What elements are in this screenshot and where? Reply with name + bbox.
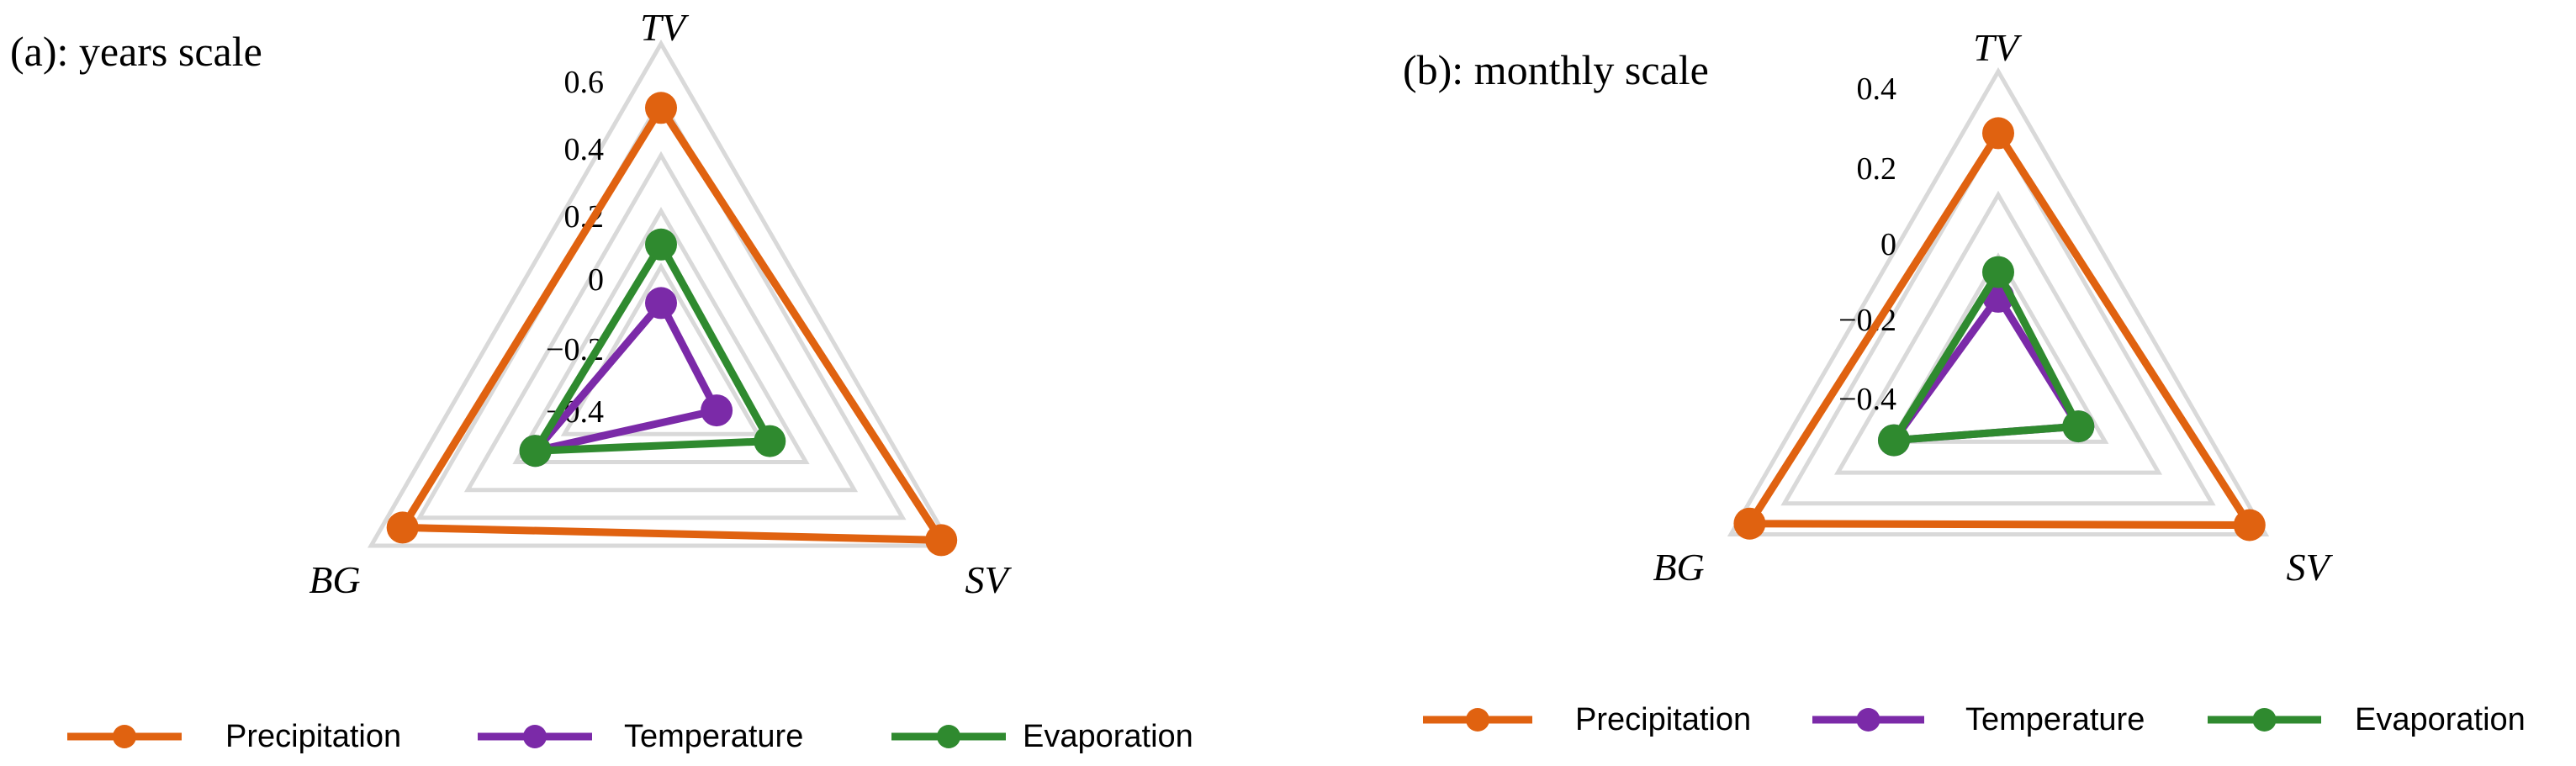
panel-a-years-scale: (a): years scale 0.6 0.4 0.2 0 −0.2 −0.4…: [10, 6, 1012, 601]
legend-b-label-precipitation: Precipitation: [1575, 702, 1751, 737]
panel-b-tick: 0.4: [1857, 71, 1897, 107]
panel-a-point-temperature-tv: [645, 287, 677, 320]
panel-a-tick: 0: [588, 262, 604, 298]
panel-b-grid-ring: [1727, 66, 2270, 536]
panel-a-point-evaporation-sv: [754, 425, 786, 457]
legend-panel-a: Precipitation Temperature Evaporation: [67, 719, 1193, 754]
legend-a-label-temperature: Temperature: [624, 719, 803, 754]
panel-b-axis-label-sv: SV: [2286, 546, 2333, 589]
panel-a-series-line-temperature: [532, 298, 721, 455]
panel-a-point-evaporation-tv: [645, 228, 677, 261]
panel-a-axis-label-bg: BG: [309, 558, 360, 601]
legend-b-label-evaporation: Evaporation: [2355, 702, 2526, 737]
panel-b-point-precipitation-sv: [2233, 509, 2266, 541]
panel-b-grid-ring: [1780, 129, 2216, 506]
panel-b-point-precipitation-bg: [1733, 507, 1766, 540]
panel-a-point-precipitation-bg: [386, 511, 419, 544]
legend-b-marker-temperature: [1856, 708, 1880, 732]
panel-b-point-evaporation-bg: [1878, 424, 1910, 457]
panel-b-tick: 0: [1880, 227, 1896, 262]
panel-a-series-line-evaporation: [532, 240, 774, 455]
panel-b-series-line-evaporation: [1890, 268, 2082, 445]
panel-b-point-evaporation-sv: [2062, 410, 2095, 443]
panel-a-grid-ring: [560, 262, 762, 436]
panel-b-tick: 0.2: [1857, 151, 1897, 187]
panel-b-monthly-scale: (b): monthly scale 0.4 0.2 0 −0.2 −0.4 T…: [1403, 26, 2333, 589]
panel-b-grid: [1727, 66, 2270, 536]
panel-b-axis-label-bg: BG: [1653, 546, 1704, 589]
panel-a-axis-label-tv: TV: [640, 6, 690, 49]
panel-a-point-precipitation-sv: [925, 524, 958, 557]
panel-b-point-precipitation-tv: [1982, 117, 2014, 150]
legend-a-label-precipitation: Precipitation: [225, 719, 401, 754]
panel-b-grid-ring: [1833, 190, 2163, 475]
legend-a-marker-precipitation: [113, 725, 136, 748]
panel-a-grid-ring: [367, 40, 955, 548]
panel-b-point-evaporation-tv: [1982, 256, 2014, 288]
legend-panel-b: Precipitation Temperature Evaporation: [1423, 702, 2526, 737]
panel-a-tick: 0.6: [564, 65, 605, 100]
panel-a-series: [386, 92, 958, 557]
panel-a-grid-ring: [512, 206, 810, 464]
panel-a-point-precipitation-tv: [645, 92, 677, 124]
panel-a-grid-ring: [463, 151, 859, 493]
panel-a-point-temperature-sv: [701, 394, 733, 427]
panel-b-axis-label-tv: TV: [1973, 26, 2023, 69]
panel-a-axis-label-sv: SV: [965, 558, 1012, 601]
legend-b-marker-evaporation: [2252, 708, 2277, 732]
panel-b-grid-ring: [1887, 252, 2109, 444]
panel-a-point-evaporation-bg: [519, 435, 552, 468]
panel-b-series-line-precipitation: [1745, 129, 2254, 529]
panel-b-series: [1733, 117, 2266, 541]
panel-b-tick: −0.4: [1838, 382, 1896, 417]
legend-a-label-evaporation: Evaporation: [1023, 719, 1193, 754]
panel-a-tick: 0.4: [564, 132, 605, 167]
panel-a-title: (a): years scale: [10, 28, 262, 75]
legend-b-marker-precipitation: [1466, 708, 1489, 732]
legend-b-label-temperature: Temperature: [1965, 702, 2145, 737]
panel-a-series-line-precipitation: [399, 103, 945, 544]
legend-a-marker-temperature: [523, 725, 547, 748]
legend-a-marker-evaporation: [937, 725, 960, 748]
panel-b-title: (b): monthly scale: [1403, 46, 1709, 93]
